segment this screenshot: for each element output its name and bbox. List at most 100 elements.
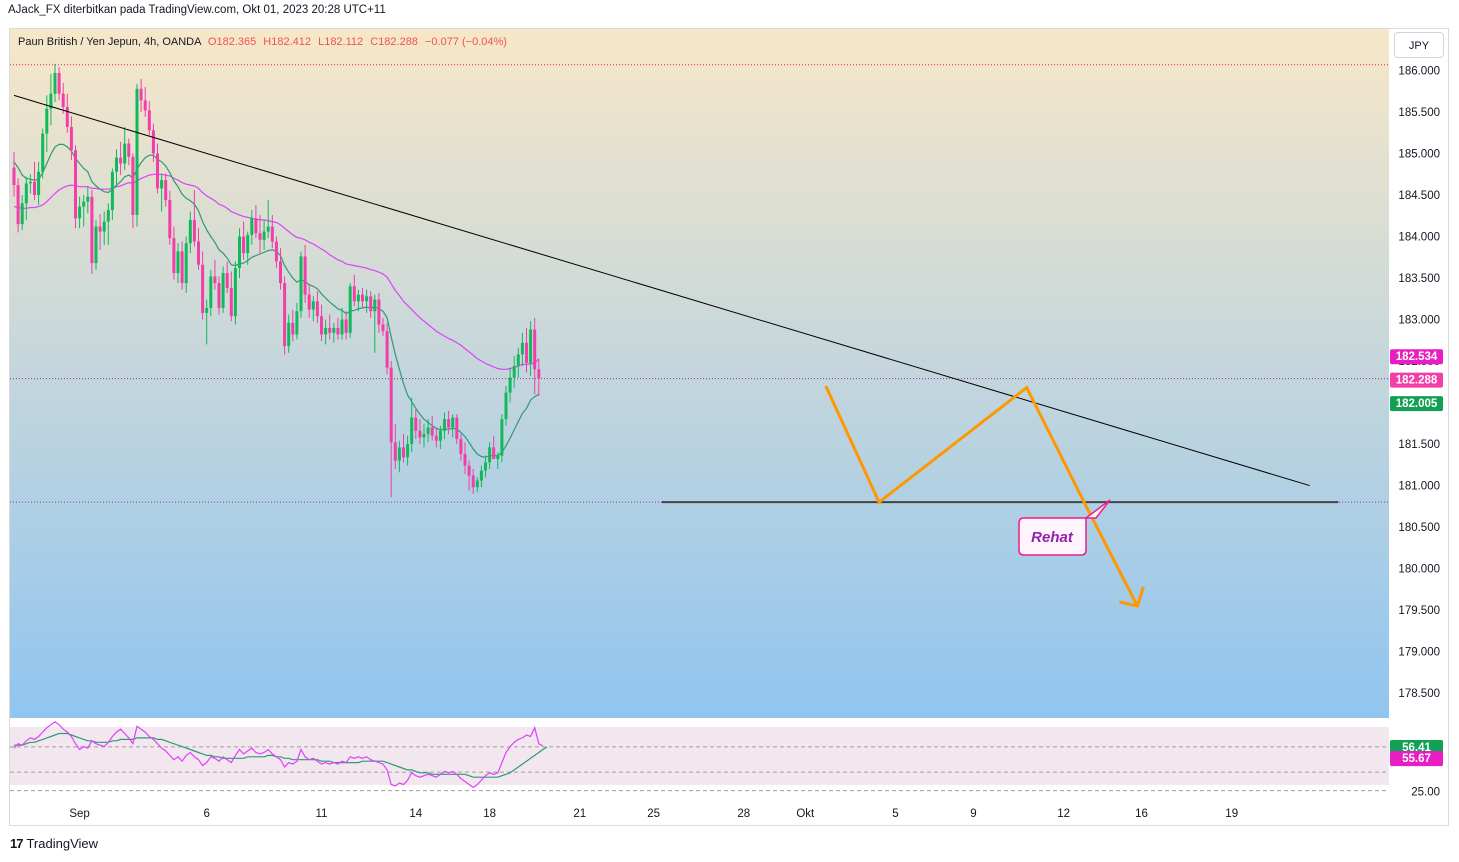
candle [201,251,205,320]
candle [451,414,455,438]
candle [143,87,147,117]
x-tick-label: Okt [796,808,815,820]
candle [229,271,233,322]
candle [352,274,356,307]
candle [418,419,422,445]
axis-label-bg [1390,372,1443,388]
candle [139,78,143,113]
candle [217,276,221,315]
candle-body [516,354,520,367]
candle-body [94,226,98,264]
y-tick-label: 185.000 [1398,149,1440,161]
candle [348,283,352,338]
candle [422,424,426,448]
x-tick-label: 28 [737,808,750,820]
candle [324,319,328,345]
candle-body [209,276,213,308]
candle [520,332,524,367]
candle-body [102,221,106,232]
candle-body [233,268,237,317]
candle-body [258,233,262,240]
rsi-line [13,721,544,789]
candle-body [467,465,471,476]
candle-body [410,417,414,445]
candle [192,190,196,247]
y-tick-label: 183.000 [1398,315,1440,327]
candle-body [430,427,434,436]
candle-body [418,430,422,438]
candle [373,294,377,353]
candle-body [385,331,389,368]
candle [61,82,65,114]
candle [209,269,213,317]
candle-body [143,100,147,111]
candle-body [151,130,155,154]
candle-body [447,419,451,428]
candle-body [74,150,77,219]
candle-body [106,209,110,222]
candle [283,276,287,355]
candle-body [315,301,319,317]
candle [262,219,266,250]
projection-arrowhead [1119,586,1145,608]
candle [369,291,373,318]
candle-body [356,294,360,302]
candle-body [344,319,348,333]
candle [20,195,24,230]
candle [238,228,241,279]
candle [37,161,41,205]
candle [504,385,508,426]
candle-body [381,324,385,332]
candle [467,460,471,491]
candle [221,266,225,313]
candle-body [324,327,328,335]
candle [344,311,348,340]
low-value: L182.112 [318,36,364,48]
x-tick-label: 19 [1225,808,1238,820]
candle-body [397,447,401,461]
candle [225,261,229,293]
candle [455,414,459,445]
currency-button[interactable]: JPY [1394,32,1444,58]
candle [299,251,303,318]
candle [106,203,110,245]
candle [393,424,397,469]
candle [135,83,139,227]
candle [102,211,106,245]
candle-body [110,171,114,210]
candle [213,259,217,290]
candle [479,465,483,488]
candle-body [451,417,455,428]
candle-body [438,430,442,441]
candle-body [287,322,291,347]
candle-body [365,296,369,302]
candle-body [459,439,463,455]
candle [389,361,393,498]
candle [123,126,127,171]
candle [74,145,77,229]
y-tick-label: 185.500 [1398,107,1440,119]
candle [516,347,520,378]
candle-body [37,171,41,196]
candle-body [12,167,16,186]
candle-body [246,234,250,254]
candle-body [135,88,139,215]
candle [365,289,369,313]
candle [430,415,434,441]
candle-body [303,256,307,295]
candle-body [90,196,94,264]
candle [131,153,135,229]
candle-body [98,226,102,232]
candle-body [340,319,344,335]
x-tick-label: 9 [970,808,976,820]
x-tick-label: 21 [573,808,586,820]
candle [328,314,332,340]
candle-body [250,218,254,235]
axis-label-bg [1390,349,1443,365]
candle-body [164,180,168,201]
candle-body [369,296,373,312]
candle-body [147,110,151,131]
tradingview-logo-icon: 17 [10,836,24,851]
candle-body [123,143,127,164]
